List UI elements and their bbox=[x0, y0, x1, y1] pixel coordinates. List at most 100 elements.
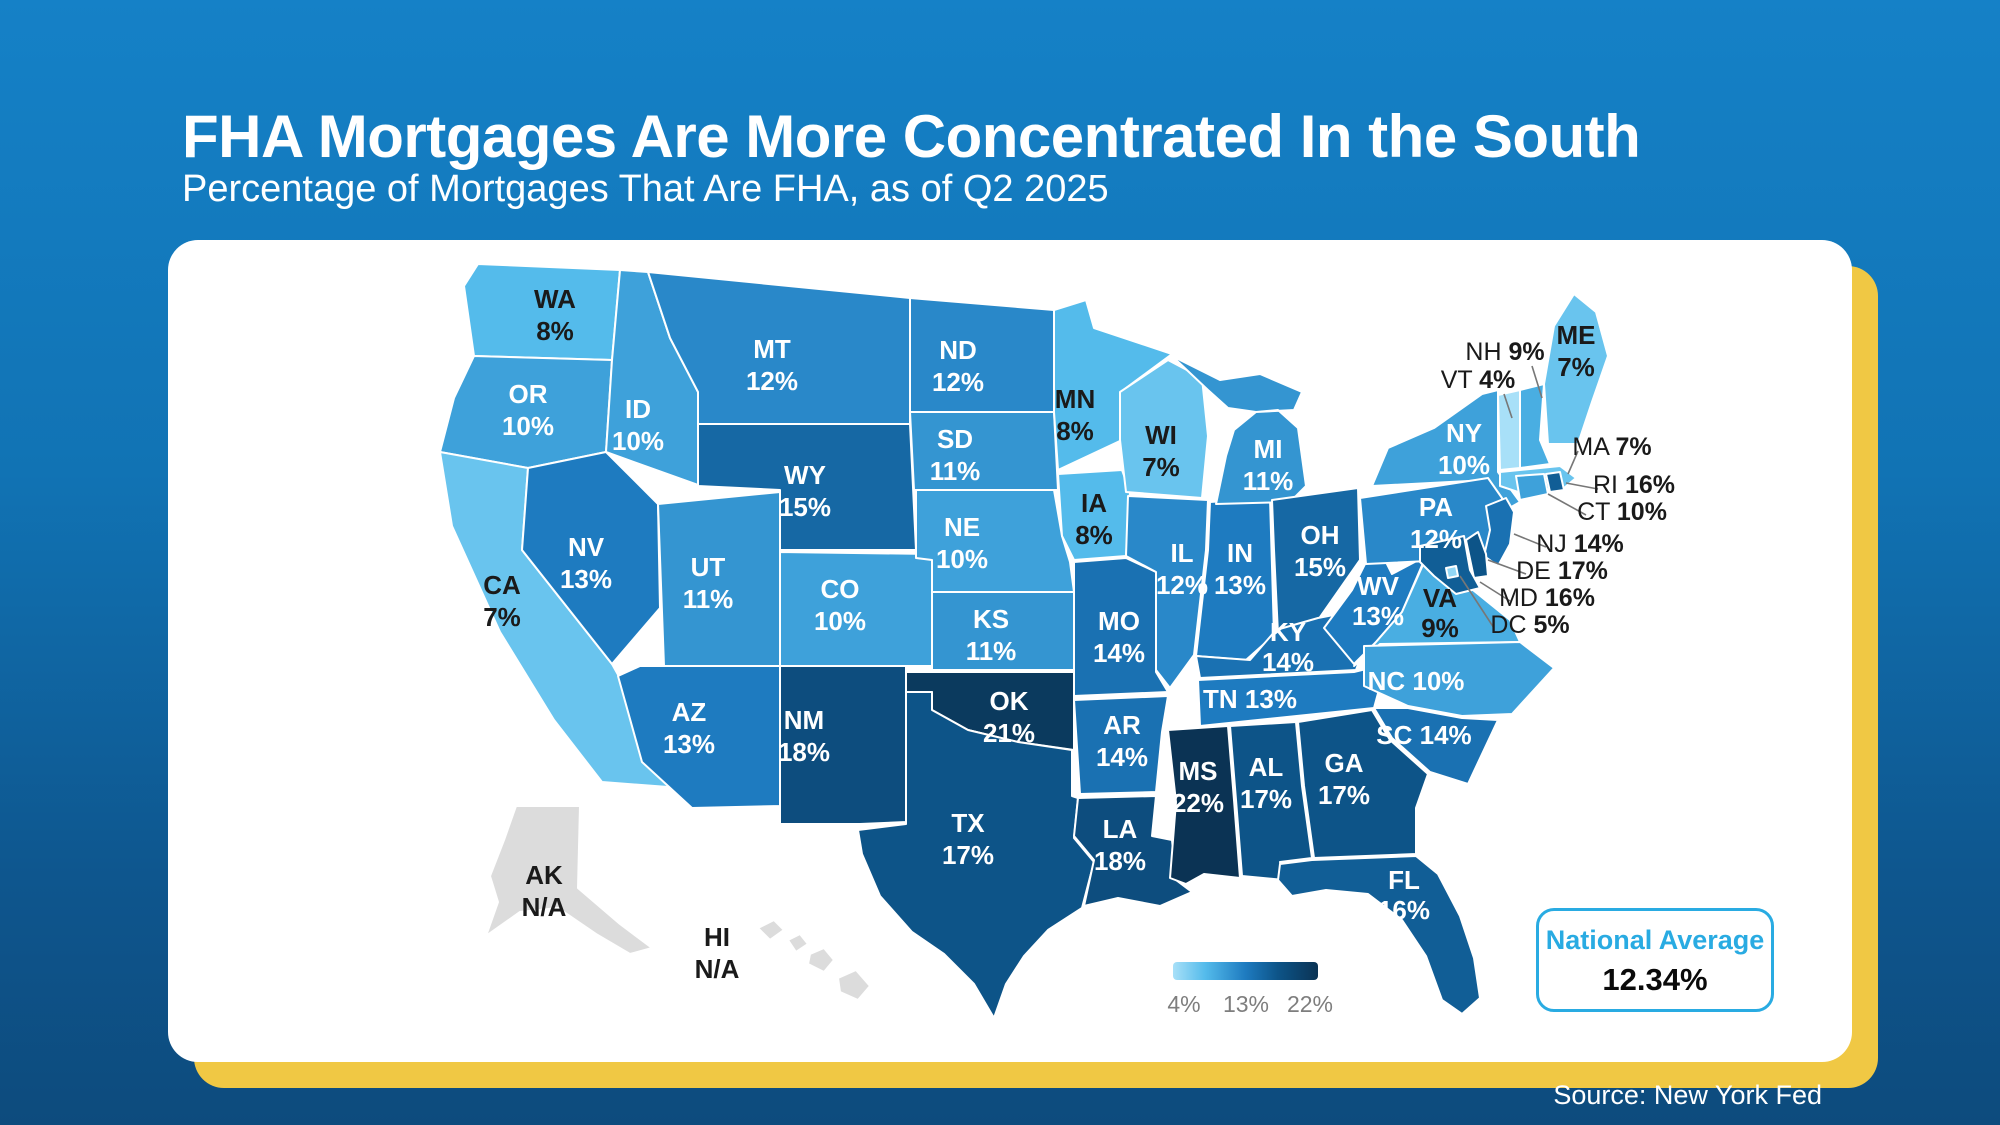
state-label-WA: WA bbox=[534, 284, 576, 314]
callout-line-VT bbox=[1503, 393, 1513, 419]
callout-line-MD bbox=[1479, 581, 1511, 602]
state-NJ bbox=[1483, 497, 1515, 567]
state-value-NY: 10% bbox=[1438, 450, 1490, 480]
state-callout-NJ: NJ 14% bbox=[1536, 530, 1624, 558]
national-average-value: 12.34% bbox=[1602, 962, 1708, 997]
state-value-NV: 13% bbox=[560, 564, 612, 594]
state-label-OH: OH bbox=[1301, 520, 1340, 550]
state-label-KY: KY bbox=[1270, 617, 1306, 647]
state-label-WV: WV bbox=[1357, 571, 1400, 601]
state-value-OR: 10% bbox=[502, 411, 554, 441]
state-NM bbox=[779, 665, 907, 825]
state-NV bbox=[521, 451, 661, 665]
page-title: FHA Mortgages Are More Concentrated In t… bbox=[182, 103, 1641, 171]
state-value-LA: 18% bbox=[1094, 846, 1146, 876]
state-label-NV: NV bbox=[568, 532, 605, 562]
state-value-IL: 12% bbox=[1156, 570, 1208, 600]
state-DC bbox=[1445, 565, 1459, 579]
state-value-VA: 9% bbox=[1421, 613, 1459, 643]
state-callout-DC: DC 5% bbox=[1490, 611, 1569, 639]
callout-line-NJ bbox=[1513, 533, 1547, 548]
state-MI bbox=[1171, 355, 1307, 505]
state-value-WV: 13% bbox=[1352, 601, 1404, 631]
state-value-MO: 14% bbox=[1093, 638, 1145, 668]
state-AL bbox=[1229, 721, 1313, 881]
state-label-AK: AK bbox=[525, 860, 563, 890]
page-subtitle: Percentage of Mortgages That Are FHA, as… bbox=[182, 168, 1109, 210]
state-label-SC: SC 14% bbox=[1376, 720, 1471, 750]
state-value-PA: 12% bbox=[1410, 524, 1462, 554]
state-label-NC: NC 10% bbox=[1368, 666, 1465, 696]
state-value-OK: 21% bbox=[983, 718, 1035, 748]
state-label-FL: FL bbox=[1388, 865, 1420, 895]
legend-tick-22%: 22% bbox=[1287, 991, 1333, 1017]
state-label-MN: MN bbox=[1055, 384, 1095, 414]
state-label-ID: ID bbox=[625, 394, 651, 424]
callout-line-DE bbox=[1487, 559, 1527, 575]
state-WI bbox=[1119, 359, 1209, 499]
state-value-GA: 17% bbox=[1318, 780, 1370, 810]
state-label-LA: LA bbox=[1103, 814, 1138, 844]
state-label-MS: MS bbox=[1179, 756, 1218, 786]
state-value-AK: N/A bbox=[522, 892, 567, 922]
state-value-WI: 7% bbox=[1142, 452, 1180, 482]
state-label-GA: GA bbox=[1325, 748, 1364, 778]
legend-gradient-bar bbox=[1173, 962, 1318, 980]
state-label-MT: MT bbox=[753, 334, 791, 364]
state-NE bbox=[915, 489, 1075, 593]
state-label-OK: OK bbox=[990, 686, 1029, 716]
state-value-AL: 17% bbox=[1240, 784, 1292, 814]
map-card: WA 8% OR 10% CA 7% ID 10% NV 13% UT 11% AZ 13% MT 12% WY… bbox=[168, 240, 1852, 1062]
callout-line-NH bbox=[1531, 365, 1543, 399]
state-label-CO: CO bbox=[821, 574, 860, 604]
legend-ticks: 4% 13% 22% bbox=[1167, 991, 1333, 1017]
state-AK bbox=[485, 805, 653, 955]
states-layer bbox=[439, 263, 1609, 1019]
state-label-CA: CA bbox=[483, 570, 521, 600]
state-HI bbox=[757, 919, 871, 1001]
state-callout-DE: DE 17% bbox=[1516, 557, 1608, 585]
source-credit: Source: New York Fed bbox=[1553, 1080, 1822, 1110]
state-value-AZ: 13% bbox=[663, 729, 715, 759]
state-value-SD: 11% bbox=[930, 456, 981, 486]
state-IL bbox=[1125, 495, 1209, 689]
state-label-AR: AR bbox=[1103, 710, 1141, 740]
state-label-SD: SD bbox=[937, 424, 973, 454]
state-label-MO: MO bbox=[1098, 606, 1140, 636]
state-callout-VT: VT 4% bbox=[1441, 366, 1516, 394]
state-VT bbox=[1497, 389, 1521, 471]
state-value-OH: 15% bbox=[1294, 552, 1346, 582]
callout-lines-layer bbox=[1459, 365, 1599, 629]
state-RI bbox=[1545, 471, 1565, 493]
state-NH bbox=[1519, 383, 1551, 469]
national-average-box: National Average 12.34% bbox=[1536, 908, 1774, 1012]
state-value-KY: 14% bbox=[1262, 647, 1314, 677]
callout-line-CT bbox=[1547, 493, 1587, 516]
state-label-IL: IL bbox=[1170, 538, 1193, 568]
state-label-WI: WI bbox=[1145, 420, 1177, 450]
state-value-KS: 11% bbox=[966, 636, 1017, 666]
state-CT bbox=[1515, 473, 1549, 501]
state-value-WA: 8% bbox=[536, 316, 574, 346]
legend-tick-13%: 13% bbox=[1223, 991, 1269, 1017]
state-label-HI: HI bbox=[704, 922, 730, 952]
state-value-MT: 12% bbox=[746, 366, 798, 396]
state-label-IN: IN bbox=[1227, 538, 1253, 568]
state-MS bbox=[1167, 725, 1241, 885]
state-value-MN: 8% bbox=[1056, 416, 1094, 446]
state-callout-CT: CT 10% bbox=[1577, 498, 1667, 526]
state-DE bbox=[1465, 531, 1489, 579]
callout-line-DC bbox=[1459, 575, 1495, 629]
state-value-AR: 14% bbox=[1096, 742, 1148, 772]
state-value-NM: 18% bbox=[778, 737, 830, 767]
state-AR bbox=[1073, 695, 1169, 795]
state-MD bbox=[1419, 535, 1481, 595]
state-value-ID: 10% bbox=[612, 426, 664, 456]
state-label-UT: UT bbox=[691, 552, 726, 582]
state-value-HI: N/A bbox=[695, 954, 740, 984]
state-label-IA: IA bbox=[1081, 488, 1107, 518]
state-label-OR: OR bbox=[509, 379, 548, 409]
state-label-TX: TX bbox=[951, 808, 985, 838]
